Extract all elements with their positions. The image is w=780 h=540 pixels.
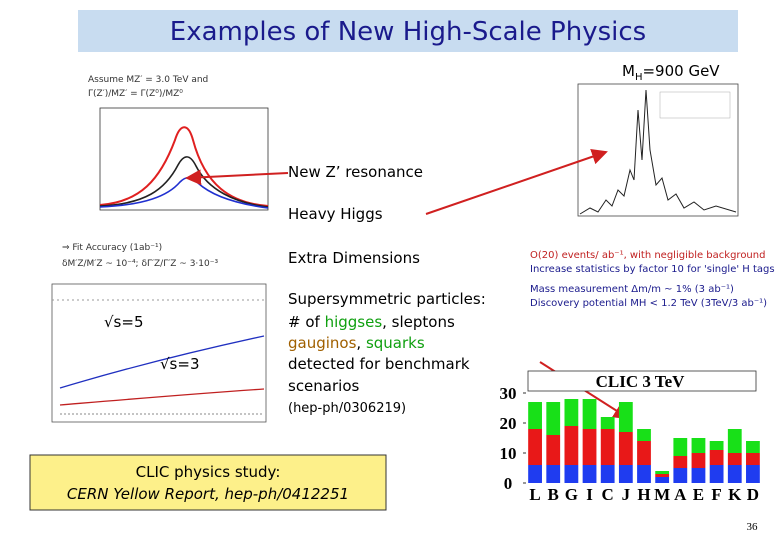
higgs-note: Increase statistics by factor 10 for 'si… xyxy=(530,264,775,275)
bar-segment xyxy=(655,474,670,477)
bar-segment xyxy=(600,465,615,483)
x-tick-label: I xyxy=(586,485,593,504)
bar-segment xyxy=(673,456,688,468)
higgs-note: O(20) events/ ab⁻¹, with negligible back… xyxy=(530,250,765,261)
bar-segment xyxy=(600,429,615,465)
x-tick-label: E xyxy=(693,485,704,504)
bar-segment xyxy=(582,429,597,465)
bar-segment xyxy=(637,429,651,441)
x-tick-label: L xyxy=(529,485,540,504)
y-tick-label: 10 xyxy=(500,444,517,463)
zprime-fit: ⇒ Fit Accuracy (1ab⁻¹) xyxy=(62,243,162,253)
higgs-plot xyxy=(577,83,739,217)
bar-segment xyxy=(564,426,579,465)
x-tick-label: C xyxy=(602,485,614,504)
extra-dim-plot: √s=5 √s=3 xyxy=(51,283,267,423)
bar-segment xyxy=(691,453,706,468)
bar-segment xyxy=(709,450,724,465)
y-tick-label: 0 xyxy=(504,474,513,493)
bar-segment xyxy=(727,429,742,453)
bar-segment xyxy=(746,453,760,465)
x-tick-label: G xyxy=(565,485,578,504)
bar-segment xyxy=(727,453,742,465)
bar-segment xyxy=(637,465,651,483)
susy-line: Supersymmetric particles: xyxy=(288,290,486,308)
bar-segment xyxy=(582,465,597,483)
slide-title: Examples of New High-Scale Physics xyxy=(170,17,646,47)
bar-segment xyxy=(582,399,597,429)
bar-segment xyxy=(528,465,542,483)
reference-line: CLIC physics study: xyxy=(136,463,281,481)
susy-line: gauginos, squarks xyxy=(288,334,425,352)
x-tick-label: B xyxy=(548,485,559,504)
heavy-higgs-label: Heavy Higgs xyxy=(288,205,383,223)
zprime-assume: Assume MZ′ = 3.0 TeV and xyxy=(88,75,208,85)
arrow xyxy=(185,169,289,186)
bar-segment xyxy=(528,402,542,429)
clic-chart: CLIC 3 TeV 0 10 20 30 L B G I C J H M A E F K D xyxy=(500,370,760,504)
arrow xyxy=(425,148,608,215)
y-tick-label: 20 xyxy=(500,414,517,433)
bar-segment xyxy=(727,465,742,483)
page-number: 36 xyxy=(747,521,759,533)
bar-segment xyxy=(709,441,724,450)
x-tick-label: M xyxy=(654,485,670,504)
bar-segment xyxy=(746,465,760,483)
extra-dim-label: Extra Dimensions xyxy=(288,249,420,267)
bar-segment xyxy=(637,441,651,465)
susy-line: scenarios xyxy=(288,377,360,395)
y-tick-label: 30 xyxy=(500,384,517,403)
sqrt-s-5: √s=5 xyxy=(104,313,144,331)
bar-segment xyxy=(673,468,688,483)
bar-segment xyxy=(709,465,724,483)
bar-segment xyxy=(673,438,688,456)
susy-line: # of higgses, sleptons xyxy=(288,313,455,331)
bar-segment xyxy=(655,477,670,483)
bar-segment xyxy=(546,435,561,465)
zprime-label: New Z’ resonance xyxy=(288,163,423,181)
sqrt-s-3: √s=3 xyxy=(160,355,200,373)
susy-ref: (hep-ph/0306219) xyxy=(288,401,406,416)
bar-segment xyxy=(528,429,542,465)
x-tick-label: D xyxy=(747,485,759,504)
title-bar xyxy=(78,10,738,52)
bar-segment xyxy=(618,402,633,432)
bar-segment xyxy=(546,402,561,435)
susy-text: Supersymmetric particles: # of higgses, … xyxy=(288,290,486,416)
x-tick-label: K xyxy=(728,485,742,504)
x-tick-label: A xyxy=(674,485,687,504)
higgs-note: Discovery potential MH < 1.2 TeV (3TeV/3… xyxy=(530,298,767,309)
x-tick-label: F xyxy=(711,485,721,504)
zprime-width: Γ(Z′)/MZ′ = Γ(Z⁰)/MZ⁰ xyxy=(88,89,183,99)
zprime-plot: Assume MZ′ = 3.0 TeV and Γ(Z′)/MZ′ = Γ(Z… xyxy=(62,75,269,269)
bar-segment xyxy=(564,399,579,426)
reference-line: CERN Yellow Report, hep-ph/0412251 xyxy=(67,485,349,503)
reference-box xyxy=(29,454,387,511)
bar-segment xyxy=(618,465,633,483)
bar-segment xyxy=(600,417,615,429)
higgs-mass: MH=900 GeV xyxy=(622,62,720,83)
bar-segment xyxy=(655,471,670,474)
higgs-note: Mass measurement Δm/m ~ 1% (3 ab⁻¹) xyxy=(530,284,734,295)
bar-segment xyxy=(618,432,633,465)
bar-segment xyxy=(746,441,760,453)
susy-line: detected for benchmark xyxy=(288,355,470,373)
bar-segment xyxy=(546,465,561,483)
bar-segment xyxy=(691,438,706,453)
clic-title: CLIC 3 TeV xyxy=(596,372,686,391)
bar-segment xyxy=(564,465,579,483)
x-tick-label: J xyxy=(622,485,631,504)
bar-segment xyxy=(691,468,706,483)
zprime-precision: δM′Z/M′Z ~ 10⁻⁴; δΓ′Z/Γ′Z ~ 3·10⁻³ xyxy=(62,259,218,269)
x-tick-label: H xyxy=(637,485,650,504)
